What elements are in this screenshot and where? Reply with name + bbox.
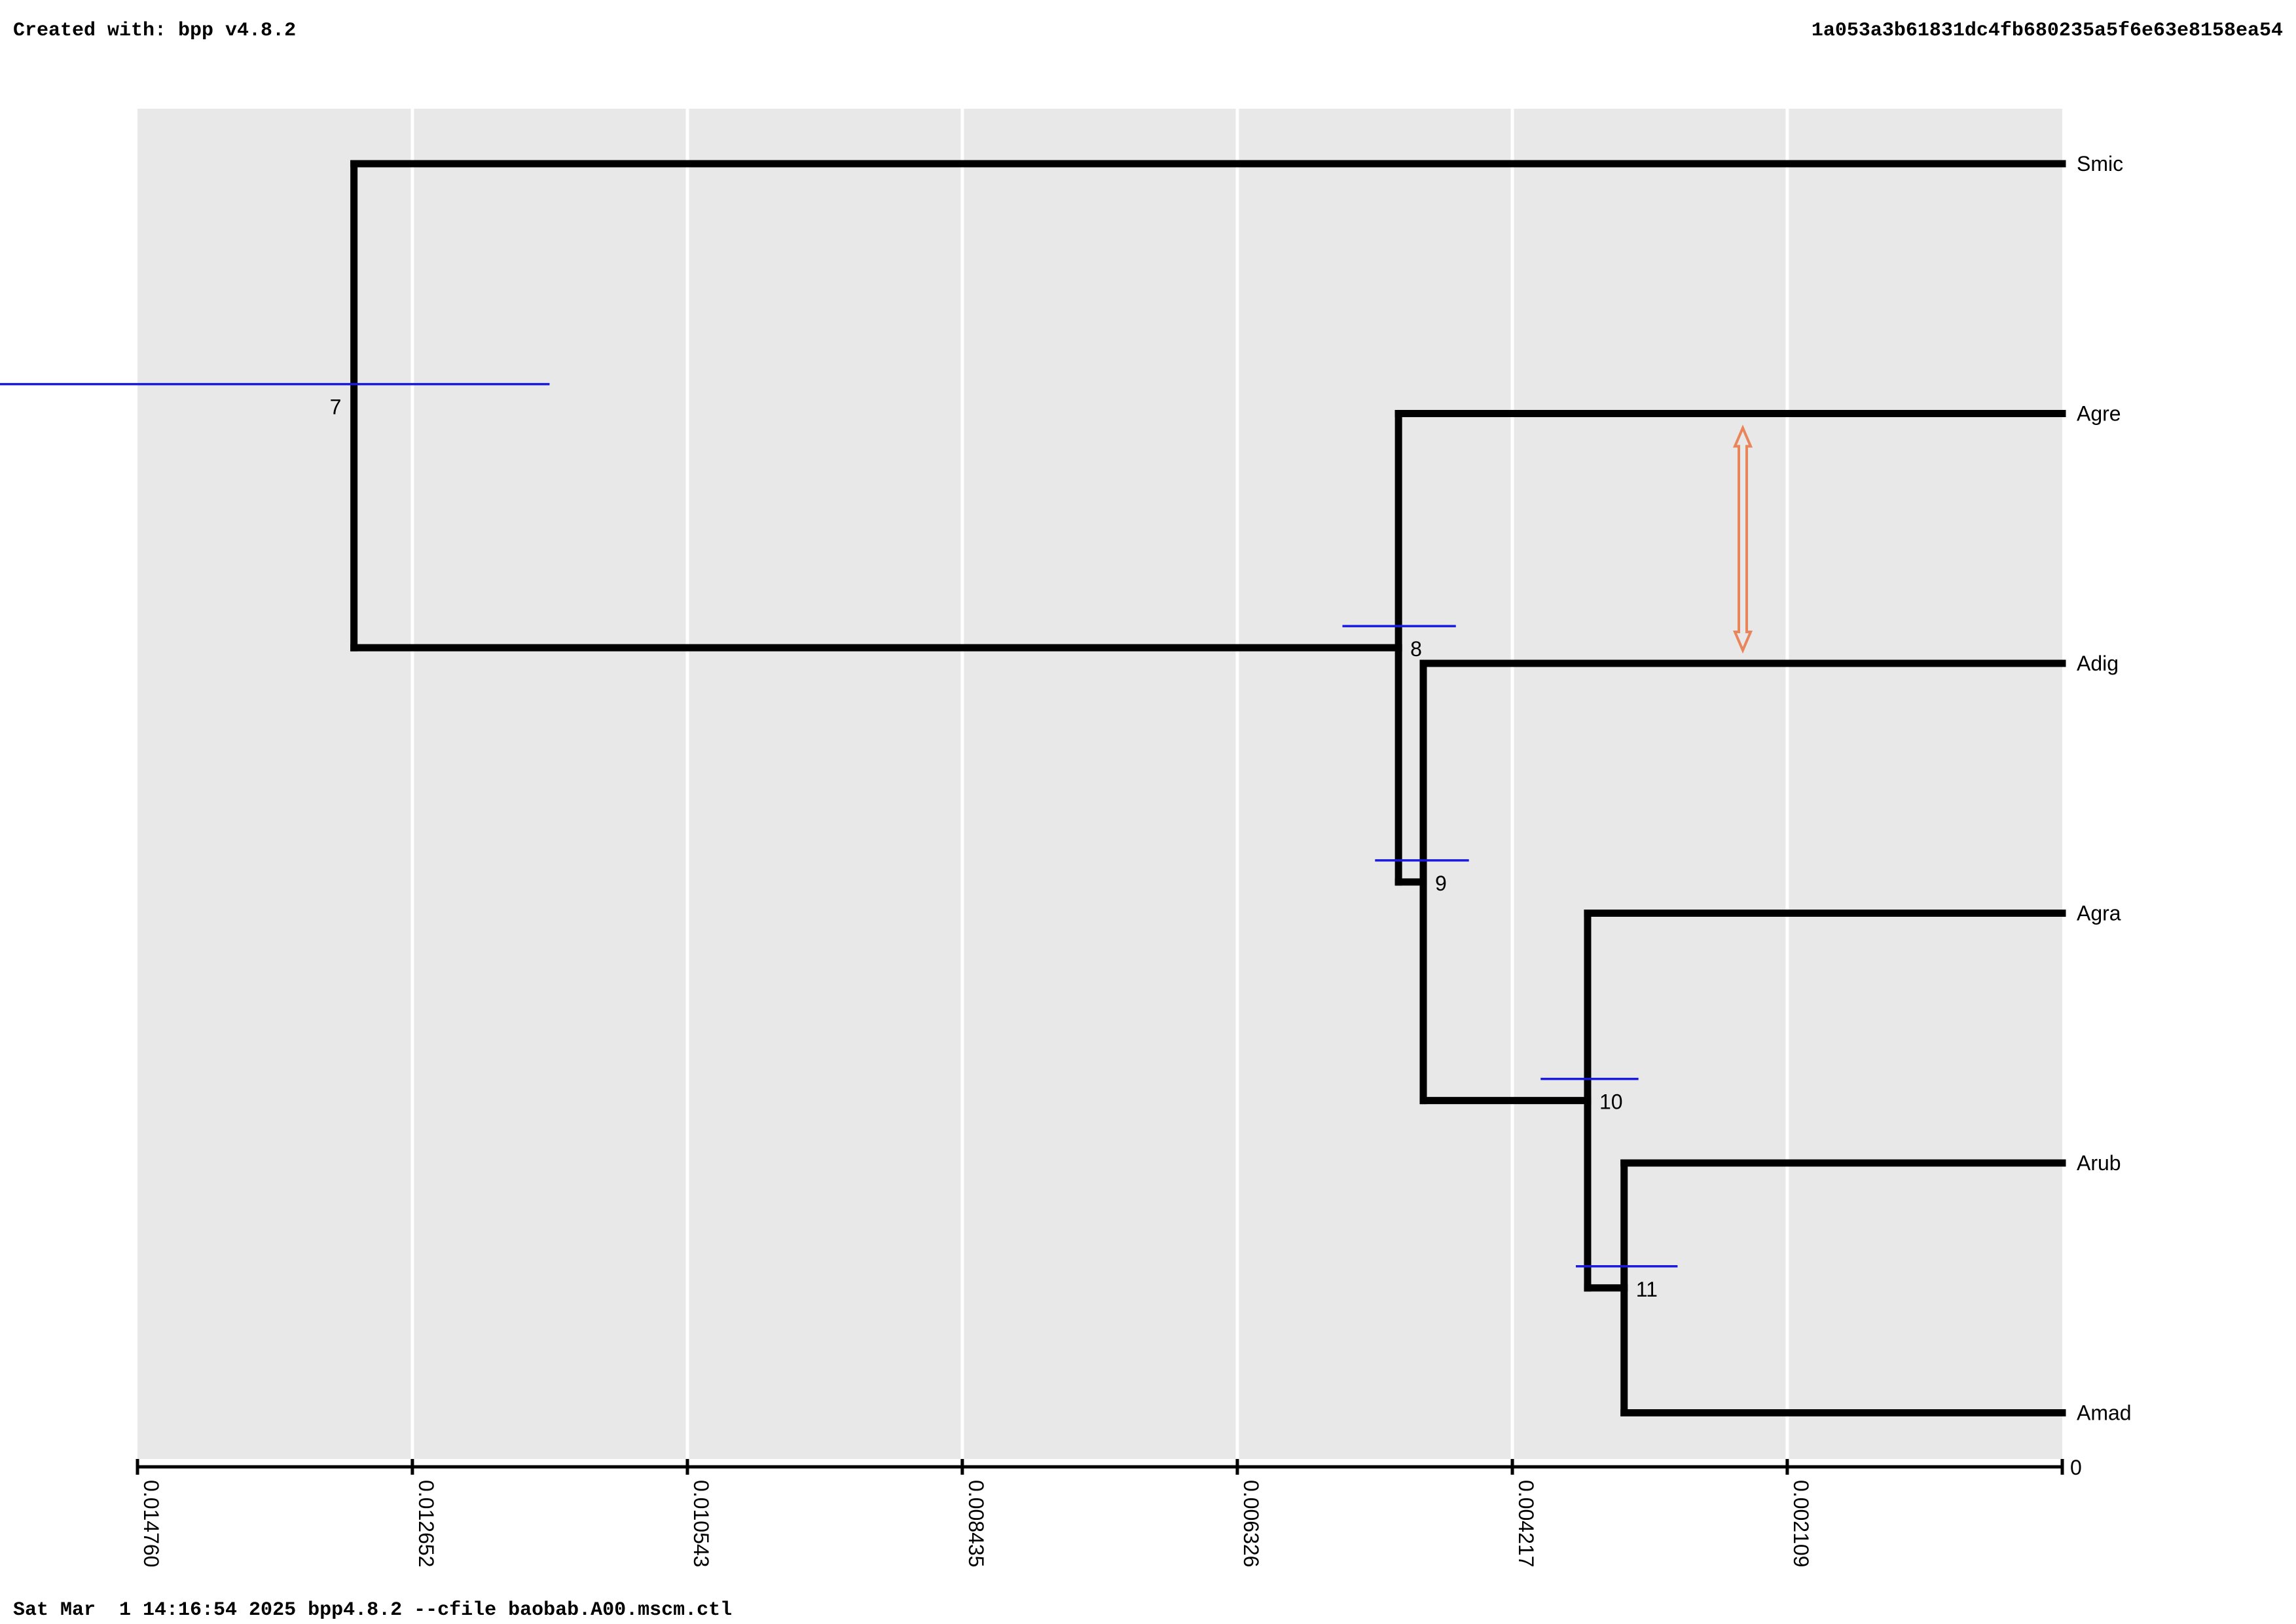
x-tick-label: 0.002109 [1789, 1480, 1813, 1567]
x-tick-label: 0.014760 [139, 1480, 163, 1567]
created-with-label: Created with: bpp v4.8.2 [13, 20, 297, 42]
migration-arrows [1732, 424, 1753, 654]
node-7-label: 7 [330, 396, 342, 419]
x-tick-label: 0.010543 [689, 1480, 713, 1567]
tip-label-agra: Agra [2077, 902, 2121, 925]
x-zero-label: 0 [2070, 1456, 2082, 1479]
tip-label-smic: Smic [2077, 152, 2123, 175]
x-tick-label: 0.006326 [1239, 1480, 1263, 1567]
tip-label-amad: Amad [2077, 1401, 2132, 1425]
x-tick-label: 0.004217 [1514, 1480, 1538, 1567]
node-10-label: 10 [1599, 1090, 1623, 1114]
migration-arrow [1732, 424, 1753, 654]
tip-label-adig: Adig [2077, 652, 2119, 675]
tree-branches [350, 160, 2066, 1416]
x-tick-label: 0.008435 [964, 1480, 988, 1567]
node-11-label: 11 [1636, 1278, 1658, 1301]
grid-lines [410, 109, 1789, 1459]
x-tick-label: 0.012652 [414, 1480, 438, 1567]
run-hash-label: 1a053a3b61831dc4fb680235a5f6e63e8158ea54 [1811, 20, 2283, 42]
plot-panel [137, 109, 2062, 1459]
tip-label-agre: Agre [2077, 402, 2121, 426]
hpd-bars [0, 382, 1678, 1268]
tip-label-arub: Arub [2077, 1151, 2121, 1175]
command-line-footer: Sat Mar 1 14:16:54 2025 bpp4.8.2 --cfile… [13, 1599, 733, 1621]
node-9-label: 9 [1435, 872, 1447, 895]
x-axis: 0.014760 0.012652 0.010543 0.008435 0.006326… [136, 1456, 2082, 1567]
tree-labels: 7 8 9 10 11 Smic Agre Adig Agra Arub Amad [330, 152, 2132, 1425]
node-8-label: 8 [1410, 637, 1422, 661]
